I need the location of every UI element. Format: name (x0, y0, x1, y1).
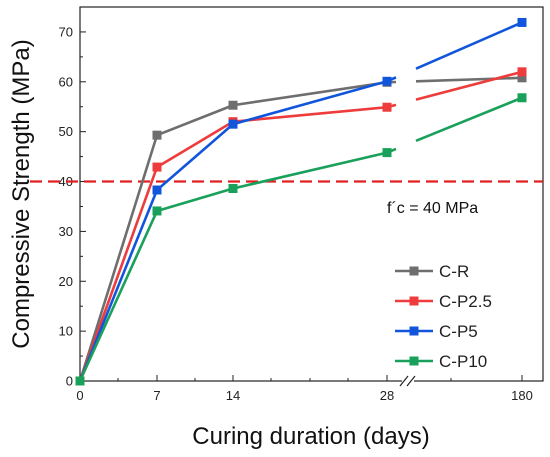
y-tick-label: 10 (59, 324, 73, 339)
axes-layer: 0 10 20 30 40 50 60 70 0 7 14 28 180 (59, 6, 544, 403)
data-point (75, 376, 85, 386)
y-tick-label: 0 (66, 374, 73, 389)
axis-break-mark (406, 375, 416, 387)
y-tick-label: 50 (59, 124, 73, 139)
series-segment (78, 189, 159, 382)
series-segment (415, 21, 523, 70)
y-tick-label: 70 (59, 24, 73, 39)
legend-label: C-P10 (439, 352, 487, 371)
data-point (228, 100, 238, 110)
x-axis-title: Curing duration (days) (192, 423, 429, 450)
legend-label: C-P5 (439, 322, 478, 341)
data-point (152, 130, 162, 140)
series-segment (415, 76, 523, 83)
y-tick-label: 20 (59, 274, 73, 289)
data-point (152, 185, 162, 195)
legend-marker (409, 266, 419, 276)
series-segment (232, 151, 388, 190)
data-point (152, 206, 162, 216)
y-tick-label: 60 (59, 74, 73, 89)
x-tick-label: 14 (226, 388, 240, 403)
data-point (152, 162, 162, 172)
y-axis-title: Compressive Strength (MPa) (8, 39, 35, 348)
series-segment (78, 166, 159, 382)
data-point (382, 102, 392, 112)
series-segment (156, 104, 234, 137)
legend-label: C-P2.5 (439, 292, 492, 311)
series-c-p5 (75, 17, 527, 386)
x-tick-label: 28 (380, 388, 394, 403)
series-segment (232, 80, 388, 126)
x-tick-label: 0 (76, 388, 83, 403)
y-tick-label: 30 (59, 224, 73, 239)
series-segment (156, 123, 234, 191)
legend-label: C-R (439, 262, 469, 281)
legend: C-R C-P2.5 C-P5 C-P10 (395, 262, 492, 371)
series-segment (415, 70, 523, 101)
series-segment (156, 120, 234, 169)
series-segment (415, 96, 523, 143)
series-segment (78, 210, 159, 382)
axis-break-gap (402, 376, 414, 386)
y-tick-label: 40 (59, 174, 73, 189)
series-segment (156, 187, 234, 213)
series-layer (75, 17, 527, 386)
x-tick-label: 7 (153, 388, 160, 403)
series-segment (78, 134, 159, 382)
data-point (382, 76, 392, 86)
axis-break-mark (399, 375, 409, 387)
reference-line-label: f´c = 40 MPa (387, 200, 478, 217)
data-point (228, 184, 238, 194)
x-tick-label: 180 (511, 388, 533, 403)
data-point (517, 17, 527, 27)
plot-frame (79, 6, 544, 382)
legend-marker (409, 296, 419, 306)
series-c-p10 (75, 93, 527, 386)
legend-marker (409, 356, 419, 366)
data-point (517, 73, 527, 83)
series-segment (232, 81, 388, 107)
series-segment (232, 105, 388, 123)
data-point (517, 67, 527, 77)
data-point (228, 119, 238, 129)
data-point (382, 148, 392, 158)
data-point (517, 93, 527, 103)
legend-marker (409, 326, 419, 336)
